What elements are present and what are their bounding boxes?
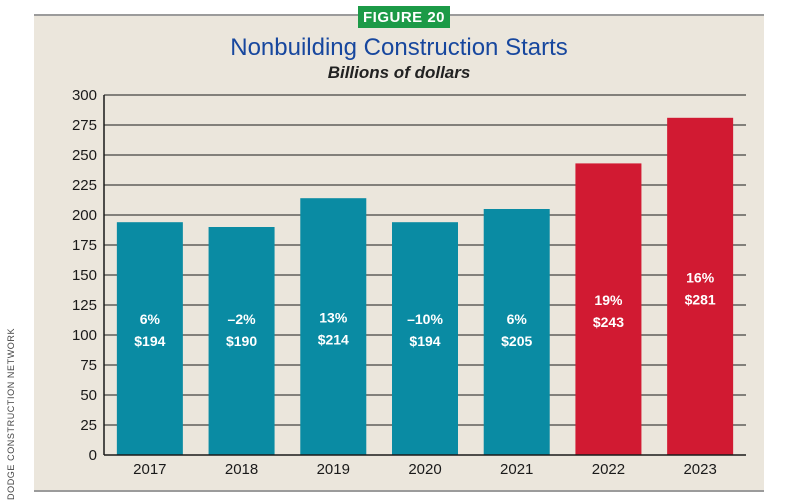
bar-pct-label: 13%: [319, 310, 348, 326]
bar-pct-label: –2%: [228, 311, 257, 327]
y-tick-label: 75: [80, 357, 97, 374]
bar: [483, 209, 550, 455]
bar-value-label: $190: [226, 333, 257, 349]
bar-value-label: $194: [409, 333, 440, 349]
bottom-rule: [34, 490, 764, 492]
bar-pct-label: 6%: [507, 311, 528, 327]
y-tick-label: 200: [72, 207, 97, 224]
bar-pct-label: 6%: [140, 311, 161, 327]
y-tick-label: 50: [80, 387, 97, 404]
y-tick-label: 125: [72, 297, 97, 314]
y-tick-label: 300: [72, 87, 97, 104]
x-tick-label: 2019: [317, 461, 350, 478]
bar: [667, 117, 734, 456]
y-tick-label: 225: [72, 177, 97, 194]
x-tick-label: 2021: [500, 461, 533, 478]
y-tick-label: 150: [72, 267, 97, 284]
bar: [116, 222, 183, 455]
x-tick-label: 2023: [683, 461, 716, 478]
chart-title: Nonbuilding Construction Starts: [230, 34, 568, 61]
bar: [208, 227, 275, 455]
bar: [575, 163, 642, 455]
y-tick-label: 250: [72, 147, 97, 164]
x-tick-label: 2017: [133, 461, 166, 478]
x-tick-label: 2018: [225, 461, 258, 478]
bar-value-label: $194: [134, 333, 165, 349]
bar: [300, 198, 367, 455]
bar-value-label: $281: [685, 291, 716, 307]
bar-pct-label: 16%: [686, 269, 715, 285]
bar-value-label: $205: [501, 333, 532, 349]
x-tick-label: 2020: [408, 461, 441, 478]
y-tick-label: 25: [80, 417, 97, 434]
bar-value-label: $214: [318, 332, 349, 348]
chart-subtitle: Billions of dollars: [327, 63, 471, 82]
y-tick-label: 100: [72, 327, 97, 344]
bar-pct-label: –10%: [407, 311, 443, 327]
figure-badge: FIGURE 20: [358, 6, 450, 28]
bar: [392, 222, 458, 455]
y-tick-label: 175: [72, 237, 97, 254]
y-tick-label: 0: [89, 447, 97, 464]
bar-pct-label: 19%: [594, 292, 623, 308]
y-tick-label: 275: [72, 117, 97, 134]
bar-value-label: $243: [593, 314, 624, 330]
x-tick-label: 2022: [592, 461, 625, 478]
